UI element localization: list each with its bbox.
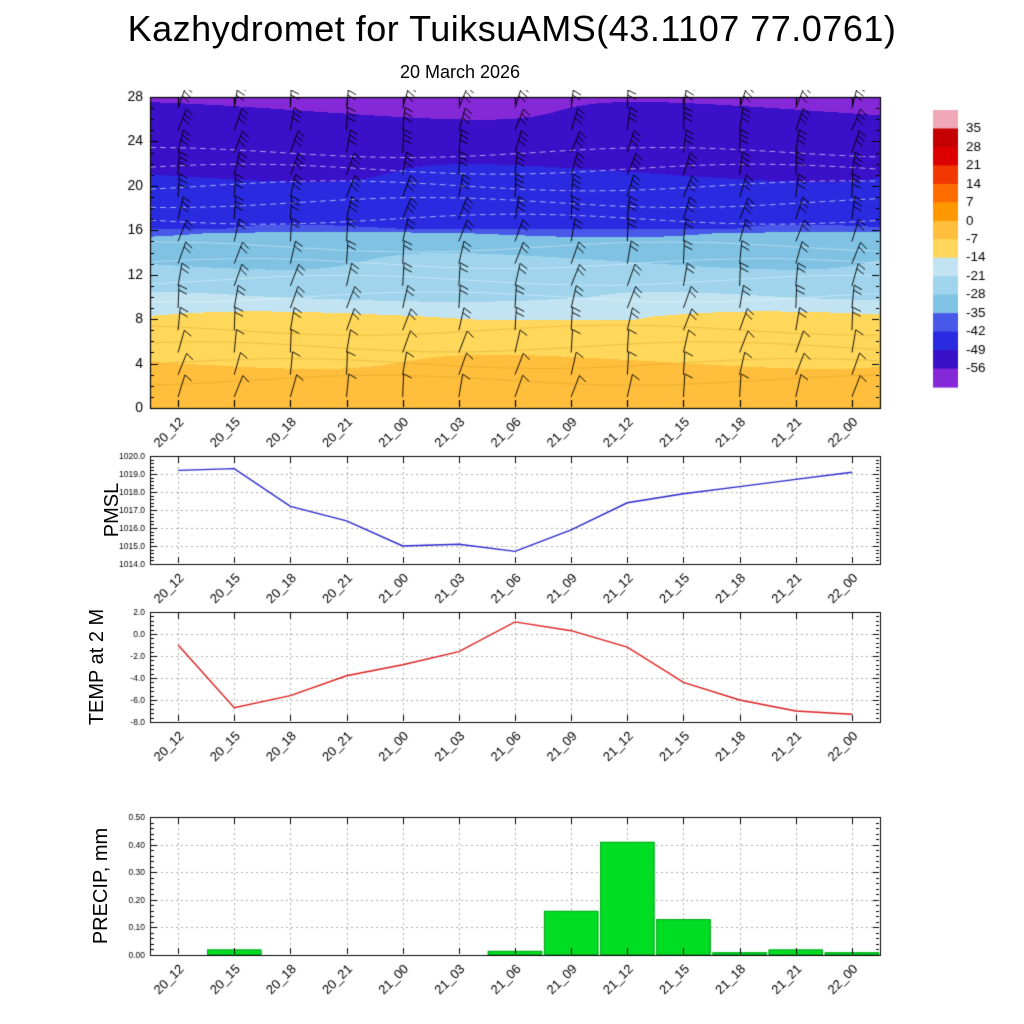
date-subtitle: 20 March 2026	[399, 62, 521, 82]
temperature-colorbar	[925, 100, 1024, 400]
temp-axis-title: TEMP at 2 M	[86, 608, 108, 726]
pmsl-chart	[100, 450, 930, 610]
temp-2m-chart	[100, 606, 930, 770]
pmsl-axis-title: PMSL	[101, 482, 123, 538]
temperature-wind-cross-section-chart	[100, 90, 930, 465]
page-title: Kazhydromet for TuiksuAMS(43.1107 77.076…	[127, 8, 897, 49]
precip-chart	[100, 810, 930, 1020]
precip-axis-title: PRECIP, mm	[90, 827, 112, 945]
